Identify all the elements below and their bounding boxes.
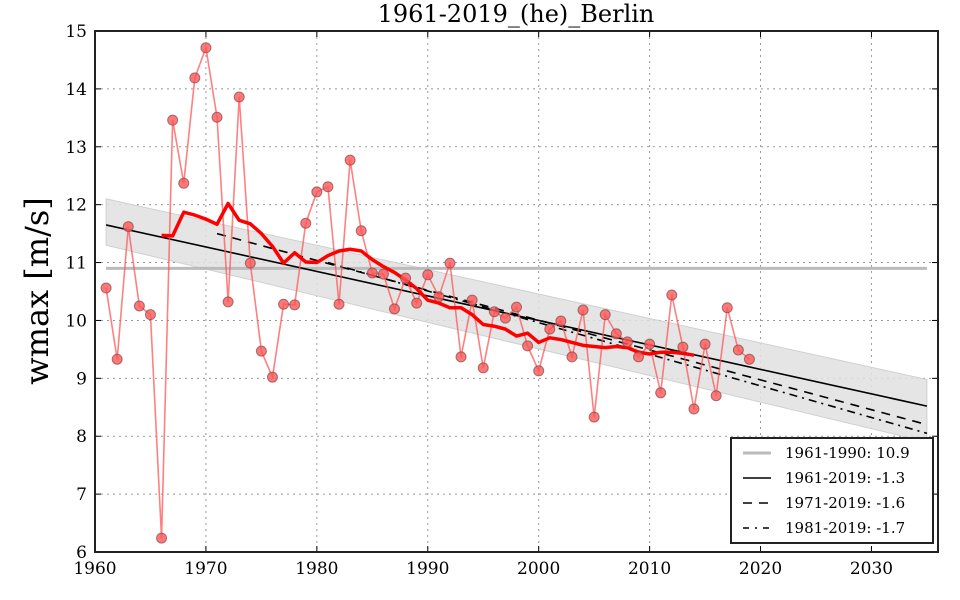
data-point	[743, 353, 755, 365]
data-point	[289, 299, 301, 311]
legend-label: 1961-2019: -1.3	[785, 469, 905, 487]
data-point	[499, 312, 511, 324]
data-point	[566, 351, 578, 363]
data-point	[100, 282, 112, 294]
x-tick-label: 2010	[628, 559, 671, 579]
data-point	[544, 323, 556, 335]
data-point	[322, 181, 334, 193]
data-point	[144, 309, 156, 321]
data-point	[599, 309, 611, 321]
data-point	[344, 154, 356, 166]
data-point	[555, 315, 567, 327]
y-tick-label: 15	[65, 22, 87, 42]
y-tick-label: 9	[76, 369, 87, 389]
y-tick-label: 8	[76, 427, 87, 447]
x-tick-label: 1960	[73, 559, 116, 579]
data-point	[466, 294, 478, 306]
y-tick-label: 13	[65, 138, 87, 158]
data-point	[211, 111, 223, 123]
y-tick-label: 6	[76, 543, 87, 563]
data-point	[400, 272, 412, 284]
data-point	[588, 411, 600, 423]
data-point	[167, 114, 179, 126]
data-point	[122, 221, 134, 233]
x-tick-label: 1990	[406, 559, 449, 579]
x-tick-label: 1970	[184, 559, 227, 579]
plot-frame	[94, 30, 939, 553]
data-point	[178, 177, 190, 189]
y-tick-label: 12	[65, 196, 87, 216]
trend-line-1971-2019	[216, 232, 928, 426]
data-point	[200, 42, 212, 54]
chart-title: 1961-2019_(he)_Berlin	[378, 0, 655, 28]
data-point	[422, 269, 434, 281]
data-point	[255, 345, 267, 357]
data-point	[666, 289, 678, 301]
x-tick-label: 2030	[850, 559, 893, 579]
legend-box	[730, 437, 934, 544]
data-point	[477, 362, 489, 374]
y-axis-label: wmax [m/s]	[18, 197, 56, 385]
data-point	[677, 341, 689, 353]
legend: 1961-1990: 10.9 1961-2019: -1.3 1971-2019:…	[730, 437, 934, 544]
data-point	[732, 344, 744, 356]
data-point	[533, 365, 545, 377]
data-point	[411, 297, 423, 309]
y-tick-label: 7	[76, 485, 87, 505]
data-point	[610, 328, 622, 340]
x-tick-label: 2000	[517, 559, 560, 579]
data-point	[444, 257, 456, 269]
data-point	[222, 296, 234, 308]
data-point	[721, 302, 733, 314]
data-point	[633, 351, 645, 363]
data-point	[688, 403, 700, 415]
legend-label: 1981-2019: -1.7	[785, 519, 905, 537]
trend-line-1981-2019	[327, 261, 928, 435]
data-point	[433, 291, 445, 303]
running-mean-line	[161, 201, 695, 357]
x-tick-label: 1980	[295, 559, 338, 579]
data-point	[189, 72, 201, 84]
y-tick-label: 14	[65, 80, 87, 100]
data-point	[355, 225, 367, 237]
x-tick-label: 2020	[739, 559, 782, 579]
data-point	[156, 532, 168, 544]
data-point	[111, 353, 123, 365]
data-point	[511, 301, 522, 313]
data-point	[377, 268, 389, 280]
data-point	[644, 338, 656, 350]
trend-line-1961-2019	[105, 224, 928, 407]
data-point	[266, 371, 278, 383]
data-point	[522, 340, 534, 352]
plot-area: 1960 1970 1980 1990 2000 2010 2020 2030 6 7 8 9 10 11…	[65, 22, 939, 579]
data-point	[710, 390, 722, 402]
data-point	[655, 387, 667, 399]
data-point	[233, 91, 245, 103]
data-point	[488, 306, 500, 318]
data-point	[366, 267, 378, 279]
data-point	[577, 304, 589, 316]
data-point	[333, 298, 345, 310]
data-point	[300, 217, 312, 229]
data-point	[133, 300, 145, 312]
data-point	[278, 298, 290, 310]
y-tick-label: 11	[65, 254, 87, 274]
data-point	[621, 336, 633, 348]
data-point	[388, 303, 400, 315]
data-point	[699, 338, 711, 350]
legend-label: 1971-2019: -1.6	[785, 494, 905, 512]
y-tick-label: 10	[65, 311, 87, 331]
data-point	[244, 257, 256, 269]
legend-label: 1961-1990: 10.9	[785, 444, 910, 462]
data-point	[311, 186, 323, 198]
data-point	[455, 351, 467, 363]
